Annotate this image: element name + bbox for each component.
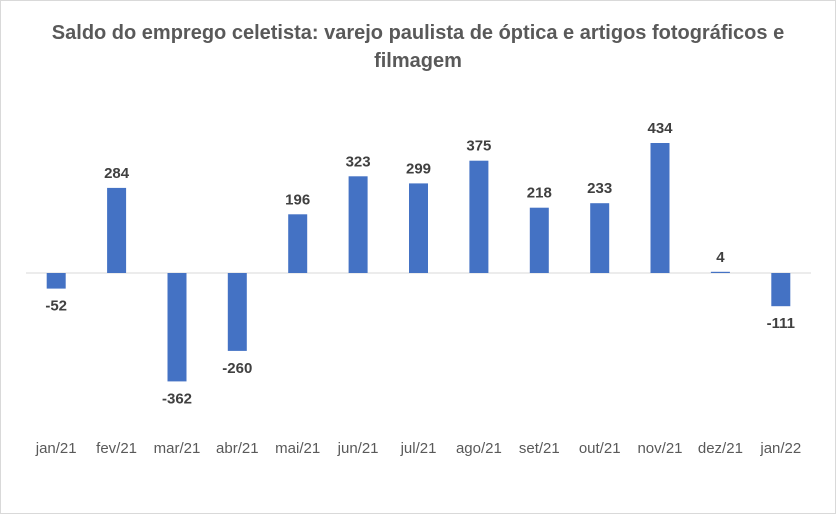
bar <box>590 203 610 273</box>
data-label: 434 <box>647 120 673 137</box>
x-tick-label: jan/21 <box>35 440 77 457</box>
data-label: 299 <box>406 160 431 177</box>
data-label: 284 <box>104 165 130 182</box>
bar <box>710 271 730 273</box>
x-tick-label: out/21 <box>579 440 621 457</box>
bar <box>167 273 187 382</box>
data-label: 196 <box>285 191 310 208</box>
data-label: -260 <box>222 360 252 377</box>
bar <box>469 160 489 273</box>
x-tick-label: mai/21 <box>275 440 320 457</box>
x-tick-label: jan/22 <box>759 440 801 457</box>
bar <box>771 273 791 307</box>
data-label: 233 <box>587 180 612 197</box>
bar <box>46 273 66 289</box>
bar <box>529 207 549 273</box>
data-label: -111 <box>767 315 795 332</box>
chart-title: Saldo do emprego celetista: varejo pauli… <box>51 22 785 72</box>
x-tick-label: ago/21 <box>456 440 502 457</box>
x-tick-label: abr/21 <box>216 440 259 457</box>
bar <box>409 183 428 273</box>
bar <box>227 273 247 351</box>
x-tick-label: fev/21 <box>96 440 137 457</box>
x-tick-label: dez/21 <box>698 440 743 457</box>
data-label: 218 <box>527 185 552 202</box>
bar <box>288 214 308 273</box>
data-label: 323 <box>346 153 371 170</box>
data-label: 375 <box>466 138 491 155</box>
x-tick-label: nov/21 <box>637 440 682 457</box>
x-tick-label: jul/21 <box>400 440 437 457</box>
data-label: -362 <box>162 390 192 407</box>
x-tick-label: mar/21 <box>154 440 201 457</box>
x-tick-label: jun/21 <box>337 440 379 457</box>
x-tick-label: set/21 <box>519 440 560 457</box>
data-label: -52 <box>45 298 67 315</box>
bar <box>107 187 127 273</box>
bar <box>650 143 670 273</box>
data-label: 4 <box>716 249 725 266</box>
bar <box>348 176 368 273</box>
